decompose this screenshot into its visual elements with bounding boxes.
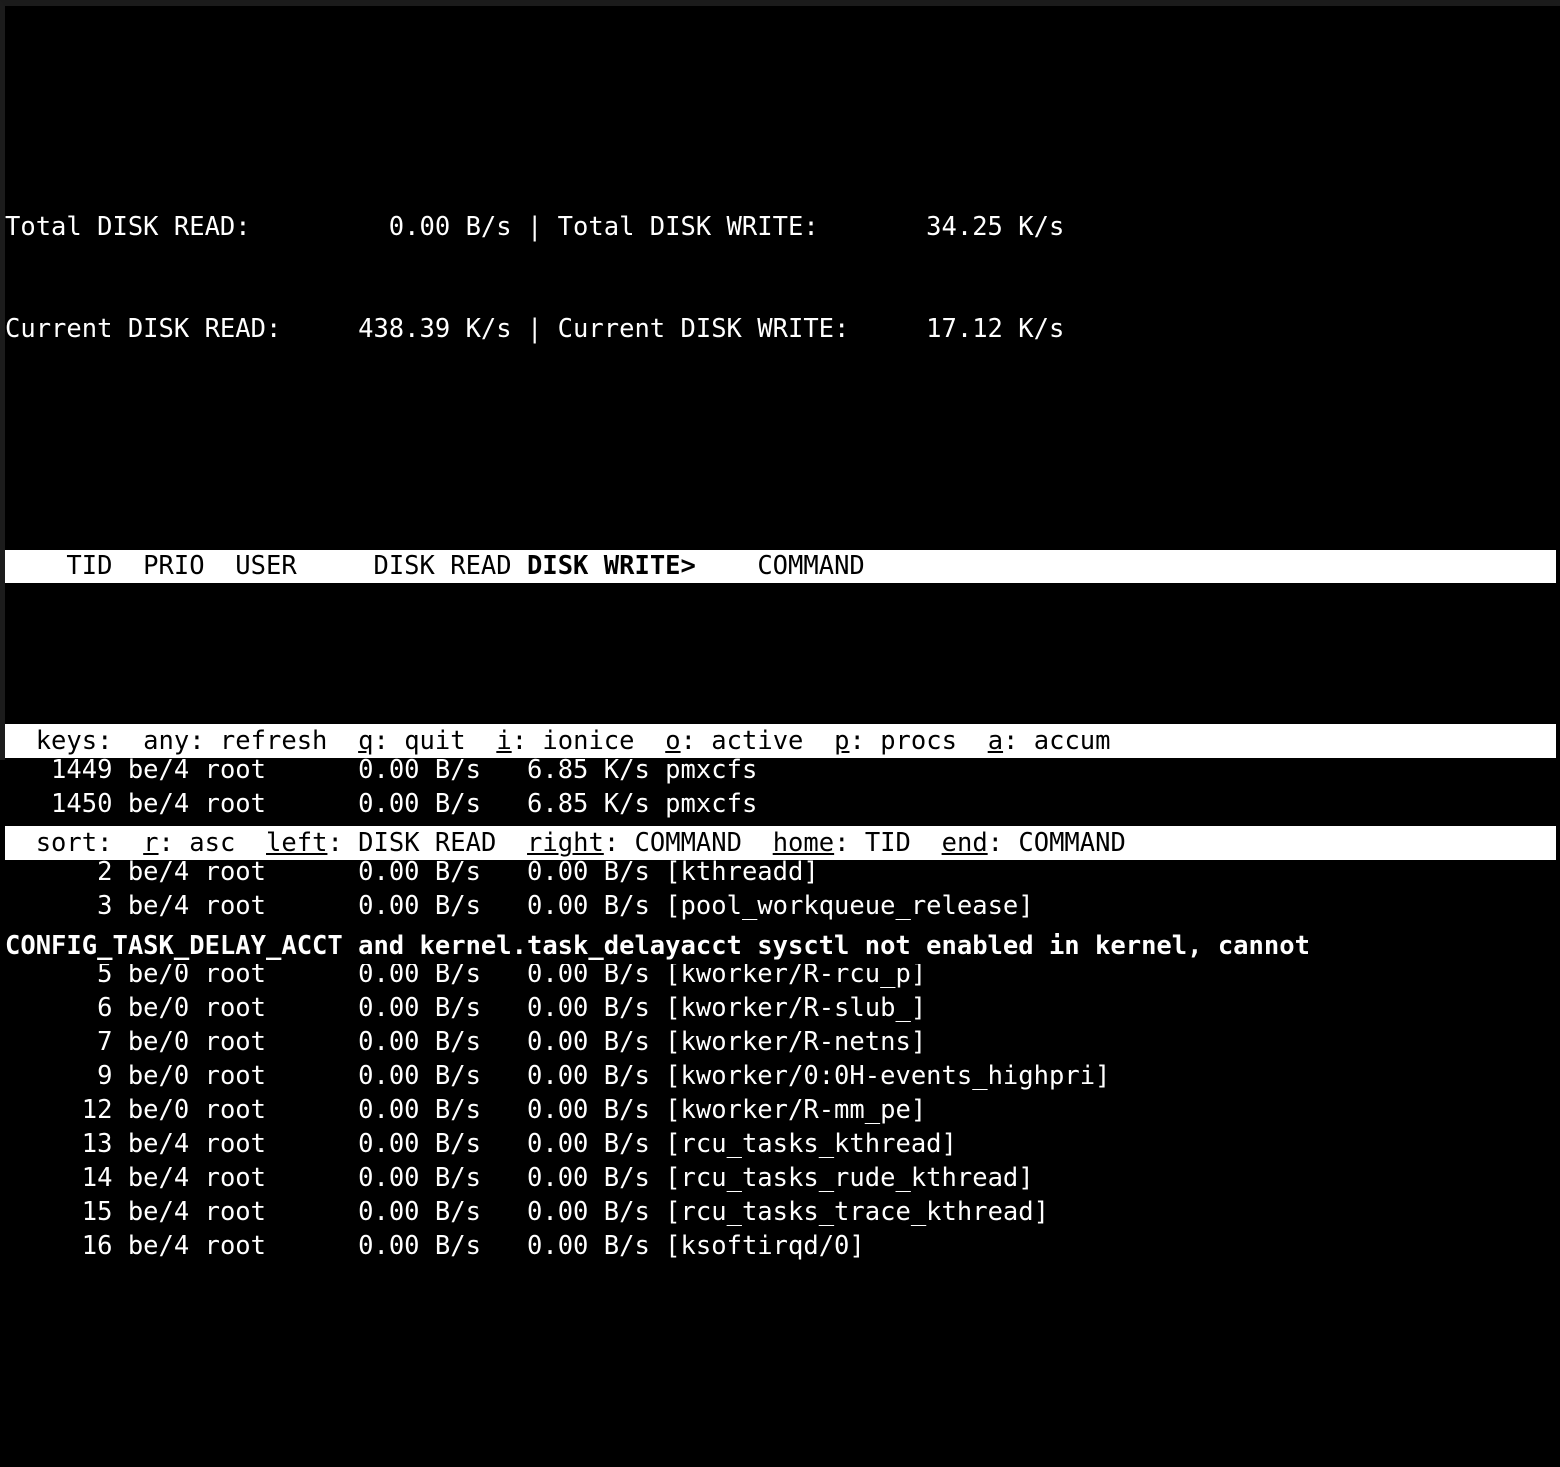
column-header-disk-write-sorted[interactable]: DISK WRITE> (527, 551, 696, 581)
footer-key-quit[interactable]: q: quit (358, 726, 466, 756)
footer-help-block: keys: any: refresh q: quit i: ionice o: … (5, 656, 1556, 1032)
row-cell-user: root (189, 1231, 266, 1261)
footer-sort-right[interactable]: right: COMMAND (527, 828, 742, 858)
summary-total-line: Total DISK READ: 0.00 B/s | Total DISK W… (5, 210, 1560, 244)
footer-key-underline: i (496, 726, 512, 756)
footer-sortkey-underline: left (266, 828, 328, 858)
table-row[interactable]: 16 be/4 root 0.00 B/s 0.00 B/s [ksoftirq… (5, 1229, 1560, 1263)
footer-key-underline: a (987, 726, 1004, 756)
row-cell-user: root (189, 1061, 266, 1091)
footer-sort-line[interactable]: sort: r: asc left: DISK READ right: COMM… (5, 826, 1556, 860)
row-cell-user: root (189, 1095, 266, 1125)
row-cell-tid: 12 (5, 1095, 113, 1125)
footer-key-procs[interactable]: p: procs (834, 726, 957, 756)
footer-keys-line[interactable]: keys: any: refresh q: quit i: ionice o: … (5, 724, 1556, 758)
row-cell-tid: 16 (5, 1231, 113, 1261)
row-cell-command: [rcu_tasks_kthread] (649, 1129, 957, 1159)
row-cell-command: [kworker/R-mm_pe] (649, 1095, 927, 1125)
terminal-content: Total DISK READ: 0.00 B/s | Total DISK W… (5, 6, 1560, 1263)
footer-sort-r[interactable]: r: asc (143, 828, 236, 858)
footer-sortkey-underline: home (772, 828, 835, 858)
footer-key-active[interactable]: o: active (665, 726, 804, 756)
table-row[interactable]: 15 be/4 root 0.00 B/s 0.00 B/s [rcu_task… (5, 1195, 1560, 1229)
row-cell-prio: be/4 (112, 1231, 190, 1261)
terminal-window: Total DISK READ: 0.00 B/s | Total DISK W… (0, 0, 1560, 1263)
io-summary-block: Total DISK READ: 0.00 B/s | Total DISK W… (5, 142, 1560, 414)
footer-key-underline: o (665, 726, 681, 756)
row-cell-disk-read: 0.00 B/s (266, 1163, 481, 1193)
footer-sort-home[interactable]: home: TID (772, 828, 911, 858)
table-row[interactable]: 13 be/4 root 0.00 B/s 0.00 B/s [rcu_task… (5, 1127, 1560, 1161)
row-cell-prio: be/4 (112, 1197, 190, 1227)
table-row[interactable]: 9 be/0 root 0.00 B/s 0.00 B/s [kworker/0… (5, 1059, 1560, 1093)
footer-sort-left[interactable]: left: DISK READ (266, 828, 497, 858)
row-cell-user: root (189, 1163, 266, 1193)
row-cell-command: [kworker/0:0H-events_highpri] (649, 1061, 1111, 1091)
footer-key-underline: q (358, 726, 374, 756)
summary-current-line: Current DISK READ: 438.39 K/s | Current … (5, 312, 1560, 346)
row-cell-prio: be/4 (112, 1163, 190, 1193)
footer-sort-end[interactable]: end: COMMAND (941, 828, 1126, 858)
row-cell-prio: be/4 (112, 1129, 190, 1159)
footer-sortkey-underline: r (143, 828, 159, 858)
row-cell-user: root (189, 1129, 266, 1159)
row-cell-disk-write: 0.00 B/s (480, 1129, 650, 1159)
row-cell-prio: be/0 (112, 1061, 190, 1091)
column-header-prefix: TID PRIO USER (5, 551, 374, 581)
row-cell-tid: 14 (5, 1163, 113, 1193)
row-cell-command: [rcu_tasks_trace_kthread] (649, 1197, 1049, 1227)
row-cell-command: [ksoftirqd/0] (649, 1231, 865, 1261)
table-row[interactable]: 14 be/4 root 0.00 B/s 0.00 B/s [rcu_task… (5, 1161, 1560, 1195)
row-cell-prio: be/0 (112, 1095, 190, 1125)
row-cell-disk-write: 0.00 B/s (480, 1163, 650, 1193)
row-cell-disk-read: 0.00 B/s (266, 1061, 481, 1091)
footer-key-refresh[interactable]: any: refresh (143, 726, 328, 756)
row-cell-user: root (189, 1197, 266, 1227)
row-cell-disk-write: 0.00 B/s (480, 1197, 650, 1227)
row-cell-tid: 13 (5, 1129, 113, 1159)
footer-key-underline: p (834, 726, 850, 756)
row-cell-tid: 15 (5, 1197, 113, 1227)
column-header-command[interactable]: COMMAND (757, 551, 865, 581)
row-cell-disk-read: 0.00 B/s (266, 1197, 481, 1227)
footer-key-ionice[interactable]: i: ionice (496, 726, 635, 756)
column-header-gap (696, 551, 757, 581)
footer-sortkey-underline: right (527, 828, 604, 858)
row-cell-command: [rcu_tasks_rude_kthread] (649, 1163, 1034, 1193)
table-row[interactable]: 12 be/0 root 0.00 B/s 0.00 B/s [kworker/… (5, 1093, 1560, 1127)
row-cell-disk-read: 0.00 B/s (266, 1095, 481, 1125)
row-cell-disk-write: 0.00 B/s (480, 1095, 650, 1125)
status-message-line: CONFIG_TASK_DELAY_ACCT and kernel.task_d… (5, 928, 1556, 964)
row-cell-disk-write: 0.00 B/s (480, 1061, 650, 1091)
row-cell-disk-read: 0.00 B/s (266, 1231, 481, 1261)
column-header-disk-read[interactable]: DISK READ (373, 551, 527, 581)
table-column-header[interactable]: TID PRIO USER DISK READ DISK WRITE> COMM… (5, 550, 1556, 583)
footer-sortkey-underline: end (941, 828, 988, 858)
row-cell-disk-read: 0.00 B/s (266, 1129, 481, 1159)
row-cell-disk-write: 0.00 B/s (480, 1231, 650, 1261)
row-cell-tid: 9 (5, 1061, 113, 1091)
footer-key-accum[interactable]: a: accum (987, 726, 1111, 756)
